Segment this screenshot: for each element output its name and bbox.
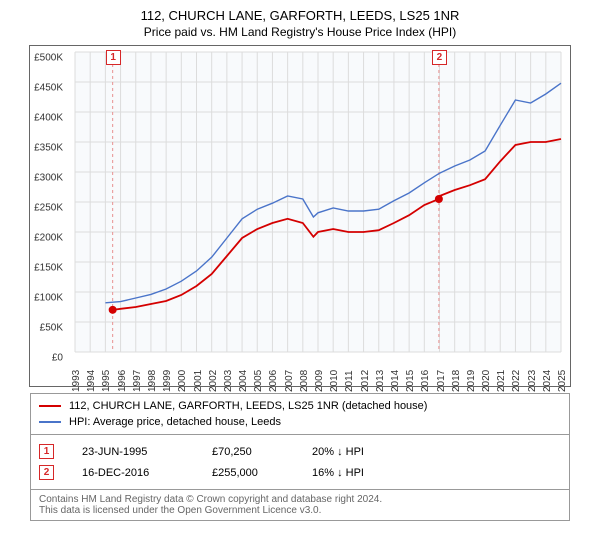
x-tick-label: 2014 (390, 362, 401, 392)
chart-title: 112, CHURCH LANE, GARFORTH, LEEDS, LS25 … (8, 8, 592, 23)
y-tick-label: £500K (21, 53, 63, 64)
legend-swatch-series1 (39, 405, 61, 407)
y-tick-label: £0 (21, 353, 63, 364)
x-tick-label: 2019 (466, 362, 477, 392)
transactions-list: 1 23-JUN-1995 £70,250 20% ↓ HPI 2 16-DEC… (30, 435, 570, 490)
x-tick-label: 2008 (299, 362, 310, 392)
transaction-date: 16-DEC-2016 (82, 467, 212, 479)
transaction-delta: 16% ↓ HPI (312, 467, 432, 479)
chart-container: 112, CHURCH LANE, GARFORTH, LEEDS, LS25 … (0, 0, 600, 527)
x-tick-label: 2001 (193, 362, 204, 392)
legend-row-series1: 112, CHURCH LANE, GARFORTH, LEEDS, LS25 … (39, 398, 561, 414)
x-tick-label: 2011 (344, 362, 355, 392)
y-tick-label: £100K (21, 293, 63, 304)
x-tick-label: 2010 (329, 362, 340, 392)
transaction-price: £255,000 (212, 467, 312, 479)
y-tick-label: £300K (21, 173, 63, 184)
chart-header: 112, CHURCH LANE, GARFORTH, LEEDS, LS25 … (8, 8, 592, 39)
y-tick-label: £450K (21, 83, 63, 94)
plot-frame: £0£50K£100K£150K£200K£250K£300K£350K£400… (29, 45, 571, 387)
x-tick-label: 2009 (314, 362, 325, 392)
x-tick-label: 2006 (268, 362, 279, 392)
plot-svg (75, 52, 561, 352)
x-tick-label: 2005 (253, 362, 264, 392)
y-tick-label: £50K (21, 323, 63, 334)
x-tick-label: 2021 (496, 362, 507, 392)
y-tick-label: £250K (21, 203, 63, 214)
legend-row-series2: HPI: Average price, detached house, Leed… (39, 414, 561, 430)
x-tick-label: 2004 (238, 362, 249, 392)
plot-transaction-marker: 1 (106, 50, 121, 65)
transaction-marker-icon: 1 (39, 444, 54, 459)
y-tick-label: £200K (21, 233, 63, 244)
transaction-price: £70,250 (212, 446, 312, 458)
x-tick-label: 2003 (223, 362, 234, 392)
legend-label-series2: HPI: Average price, detached house, Leed… (69, 416, 281, 428)
x-tick-label: 1995 (101, 362, 112, 392)
transaction-date: 23-JUN-1995 (82, 446, 212, 458)
transaction-row: 1 23-JUN-1995 £70,250 20% ↓ HPI (39, 441, 561, 462)
series-legend: 112, CHURCH LANE, GARFORTH, LEEDS, LS25 … (30, 393, 570, 435)
x-tick-label: 1999 (162, 362, 173, 392)
x-tick-label: 2020 (481, 362, 492, 392)
transaction-marker-icon: 2 (39, 465, 54, 480)
license-line1: Contains HM Land Registry data © Crown c… (39, 494, 561, 505)
transaction-delta: 20% ↓ HPI (312, 446, 432, 458)
x-tick-label: 2023 (527, 362, 538, 392)
x-tick-label: 2012 (360, 362, 371, 392)
x-tick-label: 2025 (557, 362, 568, 392)
chart-subtitle: Price paid vs. HM Land Registry's House … (8, 25, 592, 39)
x-tick-label: 2022 (511, 362, 522, 392)
x-tick-label: 2013 (375, 362, 386, 392)
x-tick-label: 2002 (208, 362, 219, 392)
x-tick-label: 2017 (436, 362, 447, 392)
x-tick-label: 1997 (132, 362, 143, 392)
license-line2: This data is licensed under the Open Gov… (39, 505, 561, 516)
legend-swatch-series2 (39, 421, 61, 423)
legend-label-series1: 112, CHURCH LANE, GARFORTH, LEEDS, LS25 … (69, 400, 427, 412)
y-tick-label: £400K (21, 113, 63, 124)
y-tick-label: £350K (21, 143, 63, 154)
plot-transaction-marker: 2 (432, 50, 447, 65)
x-tick-label: 2016 (420, 362, 431, 392)
x-tick-label: 2007 (284, 362, 295, 392)
y-tick-label: £150K (21, 263, 63, 274)
x-tick-label: 1993 (71, 362, 82, 392)
x-tick-label: 1996 (117, 362, 128, 392)
x-tick-label: 2018 (451, 362, 462, 392)
license-notice: Contains HM Land Registry data © Crown c… (30, 490, 570, 521)
x-tick-label: 2024 (542, 362, 553, 392)
legend-block: 112, CHURCH LANE, GARFORTH, LEEDS, LS25 … (30, 393, 570, 521)
plot-inner: £0£50K£100K£150K£200K£250K£300K£350K£400… (75, 52, 561, 352)
x-tick-label: 1998 (147, 362, 158, 392)
x-tick-label: 2000 (177, 362, 188, 392)
transaction-row: 2 16-DEC-2016 £255,000 16% ↓ HPI (39, 462, 561, 483)
x-tick-label: 2015 (405, 362, 416, 392)
x-tick-label: 1994 (86, 362, 97, 392)
